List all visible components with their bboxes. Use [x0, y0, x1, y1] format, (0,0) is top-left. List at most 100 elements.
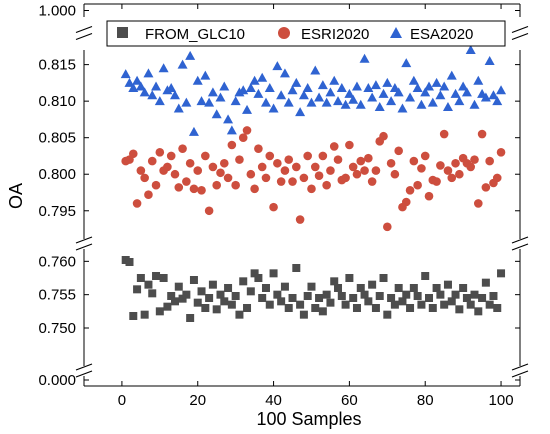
point-esri2020	[163, 162, 172, 172]
point-esri2020	[432, 177, 441, 186]
point-esa2020	[226, 125, 237, 135]
point-from-glc10	[148, 289, 157, 298]
point-from-glc10	[440, 300, 449, 309]
y-tick-label: 0.805	[38, 130, 76, 147]
point-from-glc10	[497, 269, 506, 278]
point-from-glc10	[193, 298, 202, 307]
legend-label-esa2020: ESA2020	[410, 26, 473, 43]
point-from-glc10	[170, 297, 179, 306]
point-esa2020	[166, 83, 177, 92]
axis-break-mask	[511, 239, 529, 249]
y-tick-label: 0.755	[38, 287, 76, 304]
point-esa2020	[196, 96, 207, 106]
legend-label-from-glc10: FROM_GLC10	[145, 26, 245, 43]
point-esri2020	[208, 162, 218, 172]
point-esa2020	[151, 81, 162, 91]
point-from-glc10	[246, 287, 255, 296]
point-esa2020	[207, 87, 218, 97]
point-from-glc10	[269, 269, 278, 278]
point-from-glc10	[167, 292, 176, 300]
point-from-glc10	[447, 297, 456, 306]
point-from-glc10	[159, 274, 168, 282]
point-from-glc10	[481, 278, 490, 287]
y-axis-title: OA	[6, 183, 26, 209]
point-from-glc10	[368, 280, 377, 289]
point-from-glc10	[307, 282, 316, 291]
point-esa2020	[351, 81, 362, 91]
point-esa2020	[488, 90, 499, 100]
point-from-glc10	[413, 292, 422, 300]
point-from-glc10	[189, 276, 198, 284]
point-esri2020	[379, 131, 388, 141]
y-tick-label: 0.795	[38, 203, 76, 220]
point-esri2020	[345, 140, 354, 150]
point-esa2020	[310, 65, 321, 75]
point-esri2020	[254, 144, 263, 153]
point-esa2020	[450, 88, 461, 98]
point-esri2020	[144, 190, 153, 199]
point-from-glc10	[352, 304, 361, 312]
point-esa2020	[181, 97, 192, 107]
y-tick-label: 0.815	[38, 57, 76, 74]
y-tick-label: 0.800	[38, 166, 76, 183]
point-esri2020	[307, 184, 316, 194]
point-from-glc10	[402, 290, 411, 299]
point-esa2020	[321, 97, 332, 107]
point-from-glc10	[417, 300, 426, 309]
point-esa2020	[272, 61, 283, 71]
point-esri2020	[276, 177, 286, 186]
axis-break-mark	[75, 32, 93, 41]
point-esa2020	[427, 97, 438, 107]
point-esa2020	[393, 87, 404, 97]
point-esa2020	[458, 81, 469, 91]
point-from-glc10	[288, 294, 297, 302]
point-esa2020	[177, 59, 188, 69]
point-esa2020	[200, 70, 211, 80]
point-from-glc10	[493, 304, 502, 312]
point-esri2020	[481, 183, 491, 192]
point-esri2020	[223, 173, 233, 183]
point-esa2020	[204, 97, 215, 107]
point-esri2020	[466, 162, 476, 172]
point-esa2020	[465, 45, 476, 54]
point-from-glc10	[311, 304, 320, 312]
point-from-glc10	[144, 280, 153, 289]
point-esa2020	[253, 88, 264, 98]
point-from-glc10	[296, 300, 305, 309]
point-from-glc10	[485, 300, 494, 309]
point-from-glc10	[443, 280, 452, 289]
point-esa2020	[348, 94, 359, 104]
point-esri2020	[295, 215, 305, 224]
point-esa2020	[340, 99, 351, 109]
point-esa2020	[442, 102, 453, 111]
point-from-glc10	[341, 300, 350, 309]
point-esri2020	[280, 166, 290, 175]
point-esa2020	[473, 75, 484, 85]
point-esri2020	[292, 162, 301, 172]
plot-axes: 1.000 0.795 0.800 0.805 0.810 0.815 0.750 0.755…	[38, 3, 529, 409]
point-from-glc10	[345, 274, 354, 282]
point-esri2020	[257, 162, 267, 172]
point-esri2020	[132, 199, 142, 208]
point-from-glc10	[455, 305, 464, 314]
point-from-glc10	[334, 284, 343, 292]
point-from-glc10	[459, 284, 468, 292]
point-esa2020	[317, 80, 328, 90]
point-esa2020	[469, 99, 480, 109]
point-esa2020	[124, 77, 135, 87]
point-esri2020	[470, 155, 479, 164]
point-from-glc10	[337, 292, 346, 300]
x-axis-title: 100 Samples	[256, 409, 361, 429]
point-esa2020	[185, 50, 196, 60]
y-tick-label: 1.000	[38, 3, 76, 20]
point-esa2020	[405, 92, 416, 102]
x-tick-label: 40	[265, 392, 282, 409]
point-esri2020	[364, 153, 373, 163]
point-esri2020	[333, 155, 343, 164]
point-esri2020	[352, 169, 362, 179]
point-esa2020	[120, 69, 131, 79]
y-tick-label: 0.810	[38, 93, 76, 110]
point-from-glc10	[398, 297, 407, 306]
point-from-glc10	[273, 290, 282, 299]
